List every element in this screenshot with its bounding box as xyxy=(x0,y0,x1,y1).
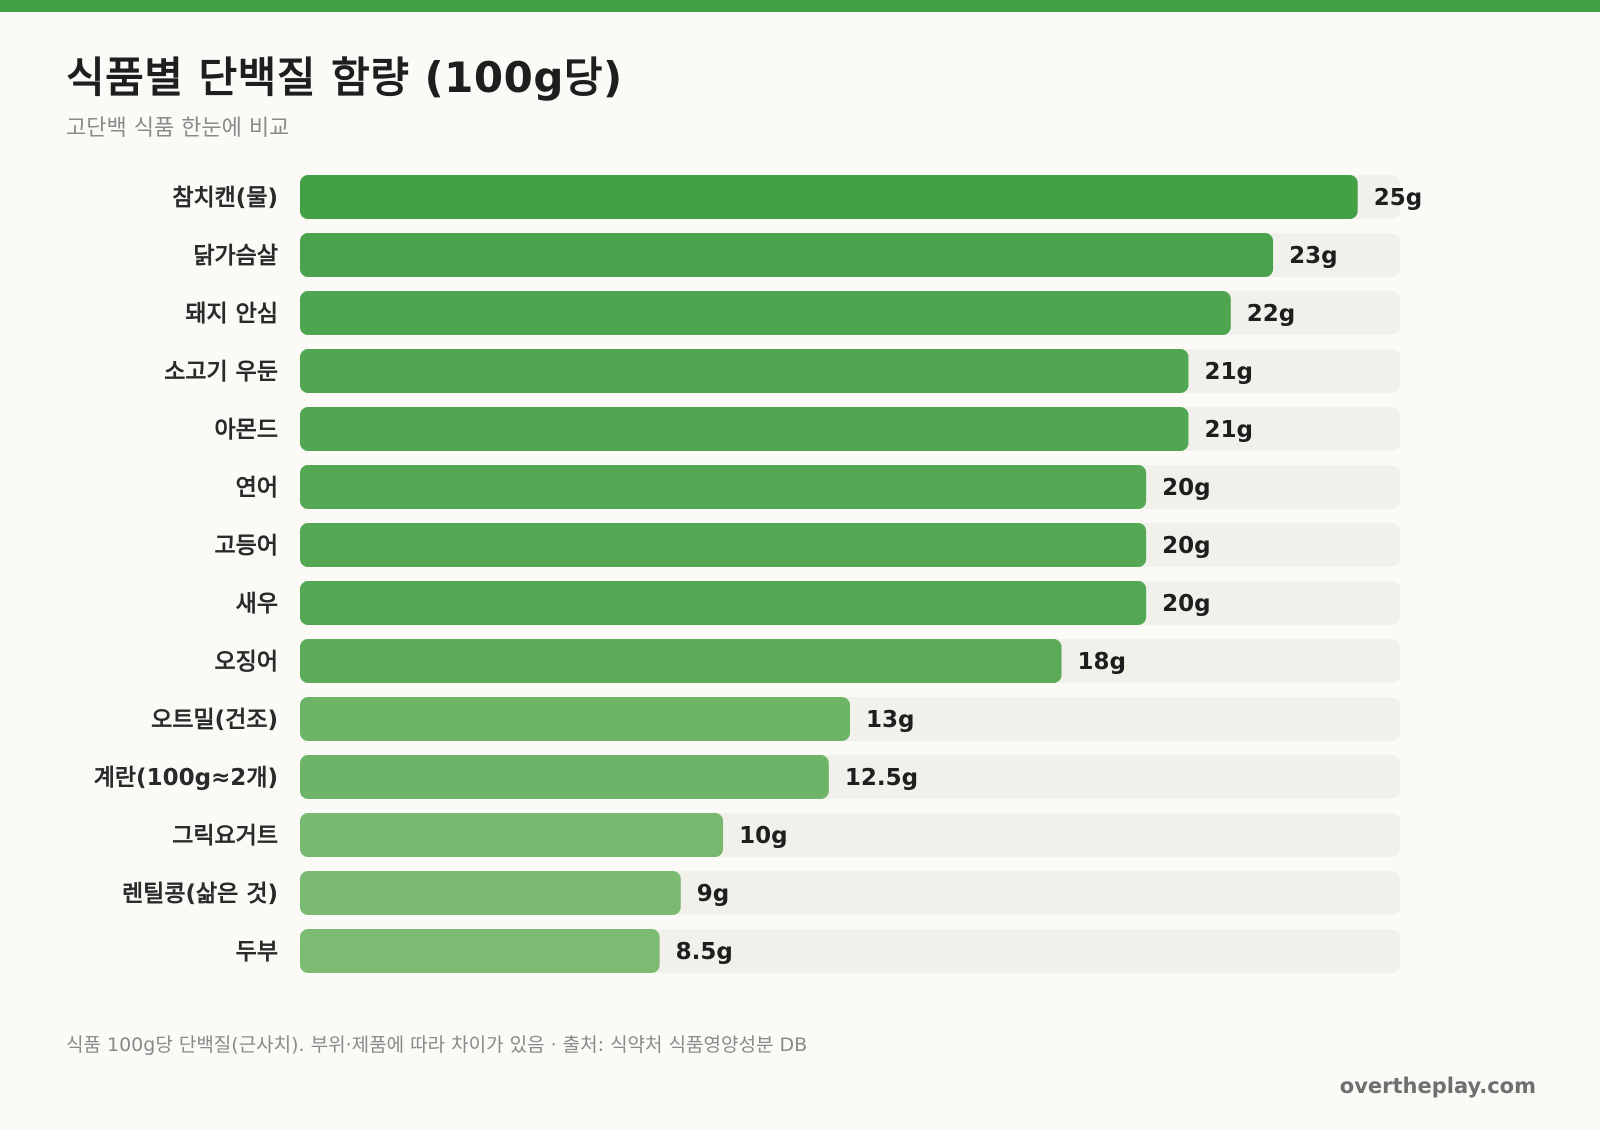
category-label: 닭가슴살 xyxy=(193,243,278,269)
bar xyxy=(300,233,1274,277)
bar xyxy=(300,755,829,799)
category-label: 연어 xyxy=(236,475,278,501)
category-label: 오징어 xyxy=(215,649,278,675)
bar xyxy=(300,929,660,973)
category-label: 렌틸콩(삶은 것) xyxy=(122,881,278,907)
bar xyxy=(300,175,1358,219)
chart-subtitle: 고단백 식품 한눈에 비교 xyxy=(66,116,290,141)
category-label: 새우 xyxy=(236,591,278,617)
bar xyxy=(300,291,1231,335)
value-label: 20g xyxy=(1162,533,1210,559)
bar xyxy=(300,813,724,857)
value-label: 21g xyxy=(1204,417,1252,443)
bar xyxy=(300,465,1147,509)
category-label: 그릭요거트 xyxy=(172,823,278,849)
category-label: 아몬드 xyxy=(215,417,278,443)
value-label: 18g xyxy=(1078,649,1126,675)
value-label: 13g xyxy=(866,707,914,733)
bar xyxy=(300,407,1189,451)
category-label: 계란(100g≈2개) xyxy=(94,765,278,791)
category-label: 소고기 우둔 xyxy=(164,359,278,385)
top-accent-stripe xyxy=(0,0,1600,12)
value-label: 25g xyxy=(1374,185,1422,211)
bar xyxy=(300,581,1147,625)
category-label: 두부 xyxy=(236,939,278,965)
category-label: 오트밀(건조) xyxy=(151,707,278,733)
bar xyxy=(300,639,1062,683)
bar xyxy=(300,523,1147,567)
bar xyxy=(300,871,681,915)
value-label: 20g xyxy=(1162,591,1210,617)
value-label: 21g xyxy=(1204,359,1252,385)
value-label: 10g xyxy=(739,823,787,849)
value-label: 22g xyxy=(1247,301,1295,327)
protein-bar-chart: 참치캔(물) 25g 닭가슴살 23g 돼지 안심 22g 소고기 우둔 21g 아몬드 21g 연… xyxy=(94,175,1422,973)
value-label: 20g xyxy=(1162,475,1210,501)
bar xyxy=(300,349,1189,393)
footnote: 식품 100g당 단백질(근사치). 부위·제품에 따라 차이가 있음 · 출처… xyxy=(66,1034,808,1056)
bar xyxy=(300,697,850,741)
chart-title: 식품별 단백질 함량 (100g당) xyxy=(66,53,623,102)
site-url: overtheplay.com xyxy=(1339,1074,1536,1098)
value-label: 12.5g xyxy=(845,765,918,791)
value-label: 9g xyxy=(697,881,729,907)
category-label: 고등어 xyxy=(215,533,278,559)
value-label: 8.5g xyxy=(676,939,733,965)
value-label: 23g xyxy=(1289,243,1337,269)
category-label: 참치캔(물) xyxy=(172,185,278,211)
category-label: 돼지 안심 xyxy=(185,301,278,327)
